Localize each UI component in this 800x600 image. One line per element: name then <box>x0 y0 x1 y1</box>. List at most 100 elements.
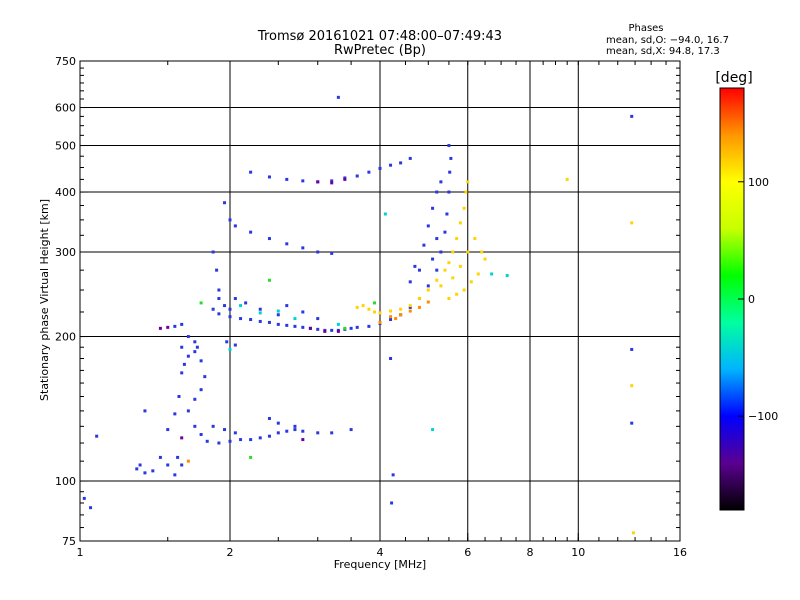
data-point <box>439 180 443 184</box>
colorbar-ticks: −100 0 100 <box>738 176 778 423</box>
data-point <box>301 325 305 329</box>
data-point <box>378 166 382 170</box>
data-point <box>180 436 184 440</box>
data-point <box>95 434 99 438</box>
data-point <box>426 288 430 292</box>
data-point <box>180 345 184 349</box>
data-point <box>426 284 430 288</box>
data-point <box>343 177 347 181</box>
data-point <box>193 424 197 428</box>
data-point <box>211 250 215 254</box>
data-point <box>455 237 459 241</box>
data-point <box>249 438 253 442</box>
data-point <box>158 455 162 459</box>
data-point <box>211 424 215 428</box>
data-point <box>445 212 449 216</box>
data-point <box>462 206 466 210</box>
data-point <box>490 272 494 276</box>
data-point <box>173 324 177 328</box>
data-point <box>399 161 403 165</box>
data-point <box>293 317 297 321</box>
data-point <box>285 429 289 433</box>
data-point <box>301 310 305 314</box>
data-point <box>199 301 203 305</box>
data-point <box>199 433 203 437</box>
data-point <box>391 473 395 477</box>
x-tick-label: 6 <box>464 546 471 559</box>
y-axis-label: Stationary phase Virtual Height [km] <box>38 199 51 401</box>
data-point <box>215 268 219 272</box>
data-point <box>239 438 243 442</box>
data-point <box>417 305 421 309</box>
data-point <box>193 340 197 344</box>
data-point <box>193 397 197 401</box>
data-point <box>285 323 289 327</box>
grid-lines <box>80 61 680 541</box>
data-point <box>630 114 634 118</box>
data-point <box>435 268 439 272</box>
x-tick-label: 8 <box>527 546 534 559</box>
data-point <box>417 297 421 301</box>
data-point <box>316 327 320 331</box>
y-tick-label: 200 <box>55 331 76 344</box>
data-point <box>217 312 221 316</box>
data-point <box>483 257 487 261</box>
data-point <box>394 317 398 321</box>
data-point <box>323 329 327 333</box>
data-point <box>217 441 221 445</box>
data-point <box>217 297 221 301</box>
data-point <box>431 206 435 210</box>
data-point <box>186 409 190 413</box>
data-point <box>166 325 170 329</box>
data-point <box>631 531 635 535</box>
data-point <box>285 304 289 308</box>
data-point <box>276 313 280 317</box>
data-point <box>249 230 253 234</box>
data-point <box>293 324 297 328</box>
data-point <box>422 243 426 247</box>
data-point <box>180 322 184 326</box>
data-point <box>466 250 470 254</box>
data-point <box>267 175 271 179</box>
data-point <box>361 304 365 308</box>
data-point <box>233 297 237 301</box>
data-point <box>435 237 439 241</box>
data-point <box>399 307 403 311</box>
data-point <box>276 322 280 326</box>
data-point <box>447 297 451 301</box>
data-point <box>267 237 271 241</box>
data-point <box>435 278 439 282</box>
data-point <box>426 224 430 228</box>
data-point <box>330 431 334 435</box>
data-point <box>301 429 305 433</box>
data-point <box>336 95 340 99</box>
data-point <box>390 501 394 505</box>
data-point <box>316 431 320 435</box>
data-point <box>464 190 468 194</box>
data-point <box>449 156 453 160</box>
data-point <box>330 328 334 332</box>
legend-title: Phases <box>628 23 663 34</box>
data-point <box>399 313 403 317</box>
data-point <box>455 292 459 296</box>
data-point <box>228 307 232 311</box>
y-tick-label: 75 <box>62 535 76 548</box>
data-point <box>228 439 232 443</box>
data-point <box>199 359 203 363</box>
data-point <box>151 469 155 473</box>
data-point <box>417 268 421 272</box>
chart-subtitle: RwPretec (Bp) <box>334 43 426 58</box>
data-point <box>451 250 455 254</box>
data-point <box>439 284 443 288</box>
data-point <box>408 305 412 309</box>
y-tick-label: 600 <box>55 102 76 115</box>
data-point <box>330 181 334 185</box>
data-point <box>249 455 253 459</box>
data-point <box>389 315 393 319</box>
data-point <box>138 463 142 467</box>
data-point <box>565 177 569 181</box>
data-point <box>223 304 227 308</box>
data-point <box>349 326 353 330</box>
data-point <box>476 272 480 276</box>
